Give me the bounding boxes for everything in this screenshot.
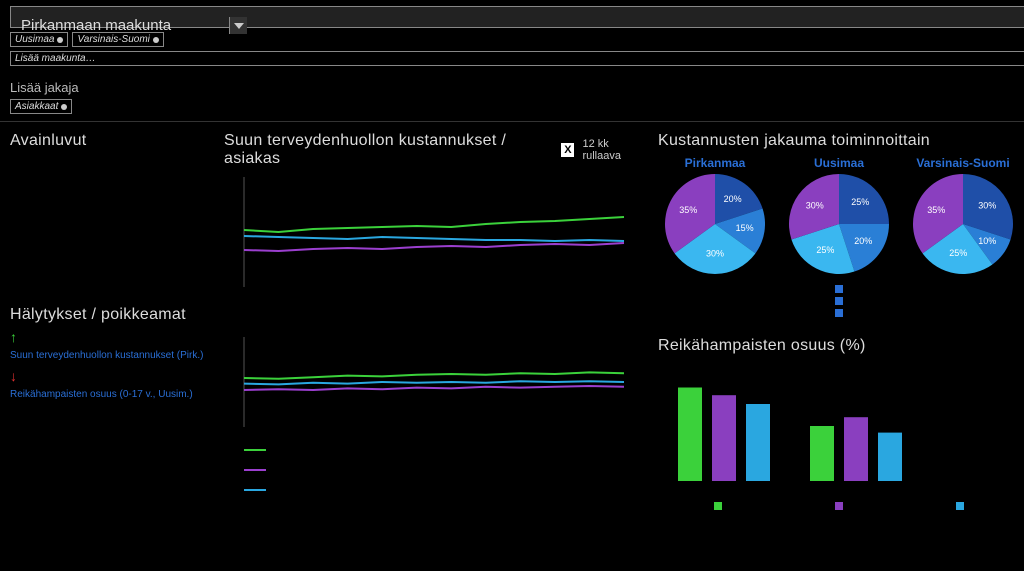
left-panel: Avainluvut Hälytykset / poikkeamat ↑ Suu… [10,132,220,510]
svg-text:10%: 10% [978,236,996,246]
cost-chart-header: Suun terveydenhuollon kustannukset / asi… [224,132,646,168]
chevron-down-icon [229,17,247,34]
svg-text:20%: 20% [724,194,742,204]
region-tags: Uusimaa Varsinais-Suomi [10,32,200,47]
line-legend [244,442,646,494]
right-panel: Kustannusten jakauma toiminnoittain Pirk… [658,132,1024,510]
legend-swatch [835,502,843,510]
kpi-placeholder [10,156,212,306]
alert-item[interactable]: ↓ [10,369,212,383]
arrow-up-icon: ↑ [10,330,17,344]
bars-title: Reikähampaisten osuus (%) [658,337,1020,355]
region-main-dropdown[interactable]: Pirkanmaan maakunta [10,6,1024,28]
cost-line-chart-2 [224,332,634,432]
rolling-checkbox[interactable]: X [561,143,574,157]
legend-item [244,462,646,474]
pie-label: Pirkanmaa [665,156,765,170]
bar-chart [658,361,998,491]
kpi-title: Avainluvut [10,132,212,150]
region-filter: Pirkanmaan maakunta Uusimaa Varsinais-Su… [10,6,1024,117]
svg-text:15%: 15% [736,223,754,233]
legend-item [244,442,646,454]
arrow-down-icon: ↓ [10,369,17,383]
pie-chart: Varsinais-Suomi 30% 10% 25% 35% [913,156,1013,277]
svg-text:25%: 25% [816,245,834,255]
rolling-label: 12 kk rullaava [582,138,646,162]
svg-text:25%: 25% [949,248,967,258]
cost-chart-title: Suun terveydenhuollon kustannukset / asi… [224,132,545,168]
divider-tag[interactable]: Asiakkaat [10,99,72,114]
add-region-link[interactable]: Lisää maakunta… [10,51,1024,66]
svg-text:25%: 25% [851,197,869,207]
svg-text:35%: 35% [927,205,945,215]
pie-label: Uusimaa [789,156,889,170]
more-indicator[interactable] [658,285,1020,317]
alert-label[interactable]: Suun terveydenhuollon kustannukset (Pirk… [10,350,212,361]
tag-remove-icon[interactable] [61,104,67,110]
pie-chart: Pirkanmaa 20% 15% 30% 35% [665,156,765,277]
svg-text:20%: 20% [854,236,872,246]
add-divider-title: Lisää jakaja [10,80,1024,95]
alert-item[interactable]: ↑ [10,330,212,344]
filter-bar: Pirkanmaan maakunta Uusimaa Varsinais-Su… [0,0,1024,122]
region-tag[interactable]: Uusimaa [10,32,68,47]
pie-chart: Uusimaa 25% 20% 25% 30% [789,156,889,277]
legend-item [244,482,646,494]
svg-text:35%: 35% [679,205,697,215]
pie-row: Pirkanmaa 20% 15% 30% 35% Uusimaa 25% 20% 25% 30%… [658,156,1020,277]
region-tag[interactable]: Varsinais-Suomi [72,32,163,47]
legend-swatch [956,502,964,510]
tag-remove-icon[interactable] [57,37,63,43]
cost-line-chart-1 [224,172,634,292]
bar-legend [658,502,1020,510]
pie-label: Varsinais-Suomi [913,156,1013,170]
alerts-title: Hälytykset / poikkeamat [10,306,212,324]
svg-text:30%: 30% [978,201,996,211]
center-panel: Suun terveydenhuollon kustannukset / asi… [224,132,654,510]
svg-text:30%: 30% [806,201,824,211]
alert-label[interactable]: Reikähampaisten osuus (0-17 v., Uusim.) [10,389,212,400]
tag-remove-icon[interactable] [153,37,159,43]
pies-title: Kustannusten jakauma toiminnoittain [658,132,1020,150]
dashboard-main: Avainluvut Hälytykset / poikkeamat ↑ Suu… [0,122,1024,510]
legend-swatch [714,502,722,510]
svg-text:30%: 30% [706,248,724,258]
